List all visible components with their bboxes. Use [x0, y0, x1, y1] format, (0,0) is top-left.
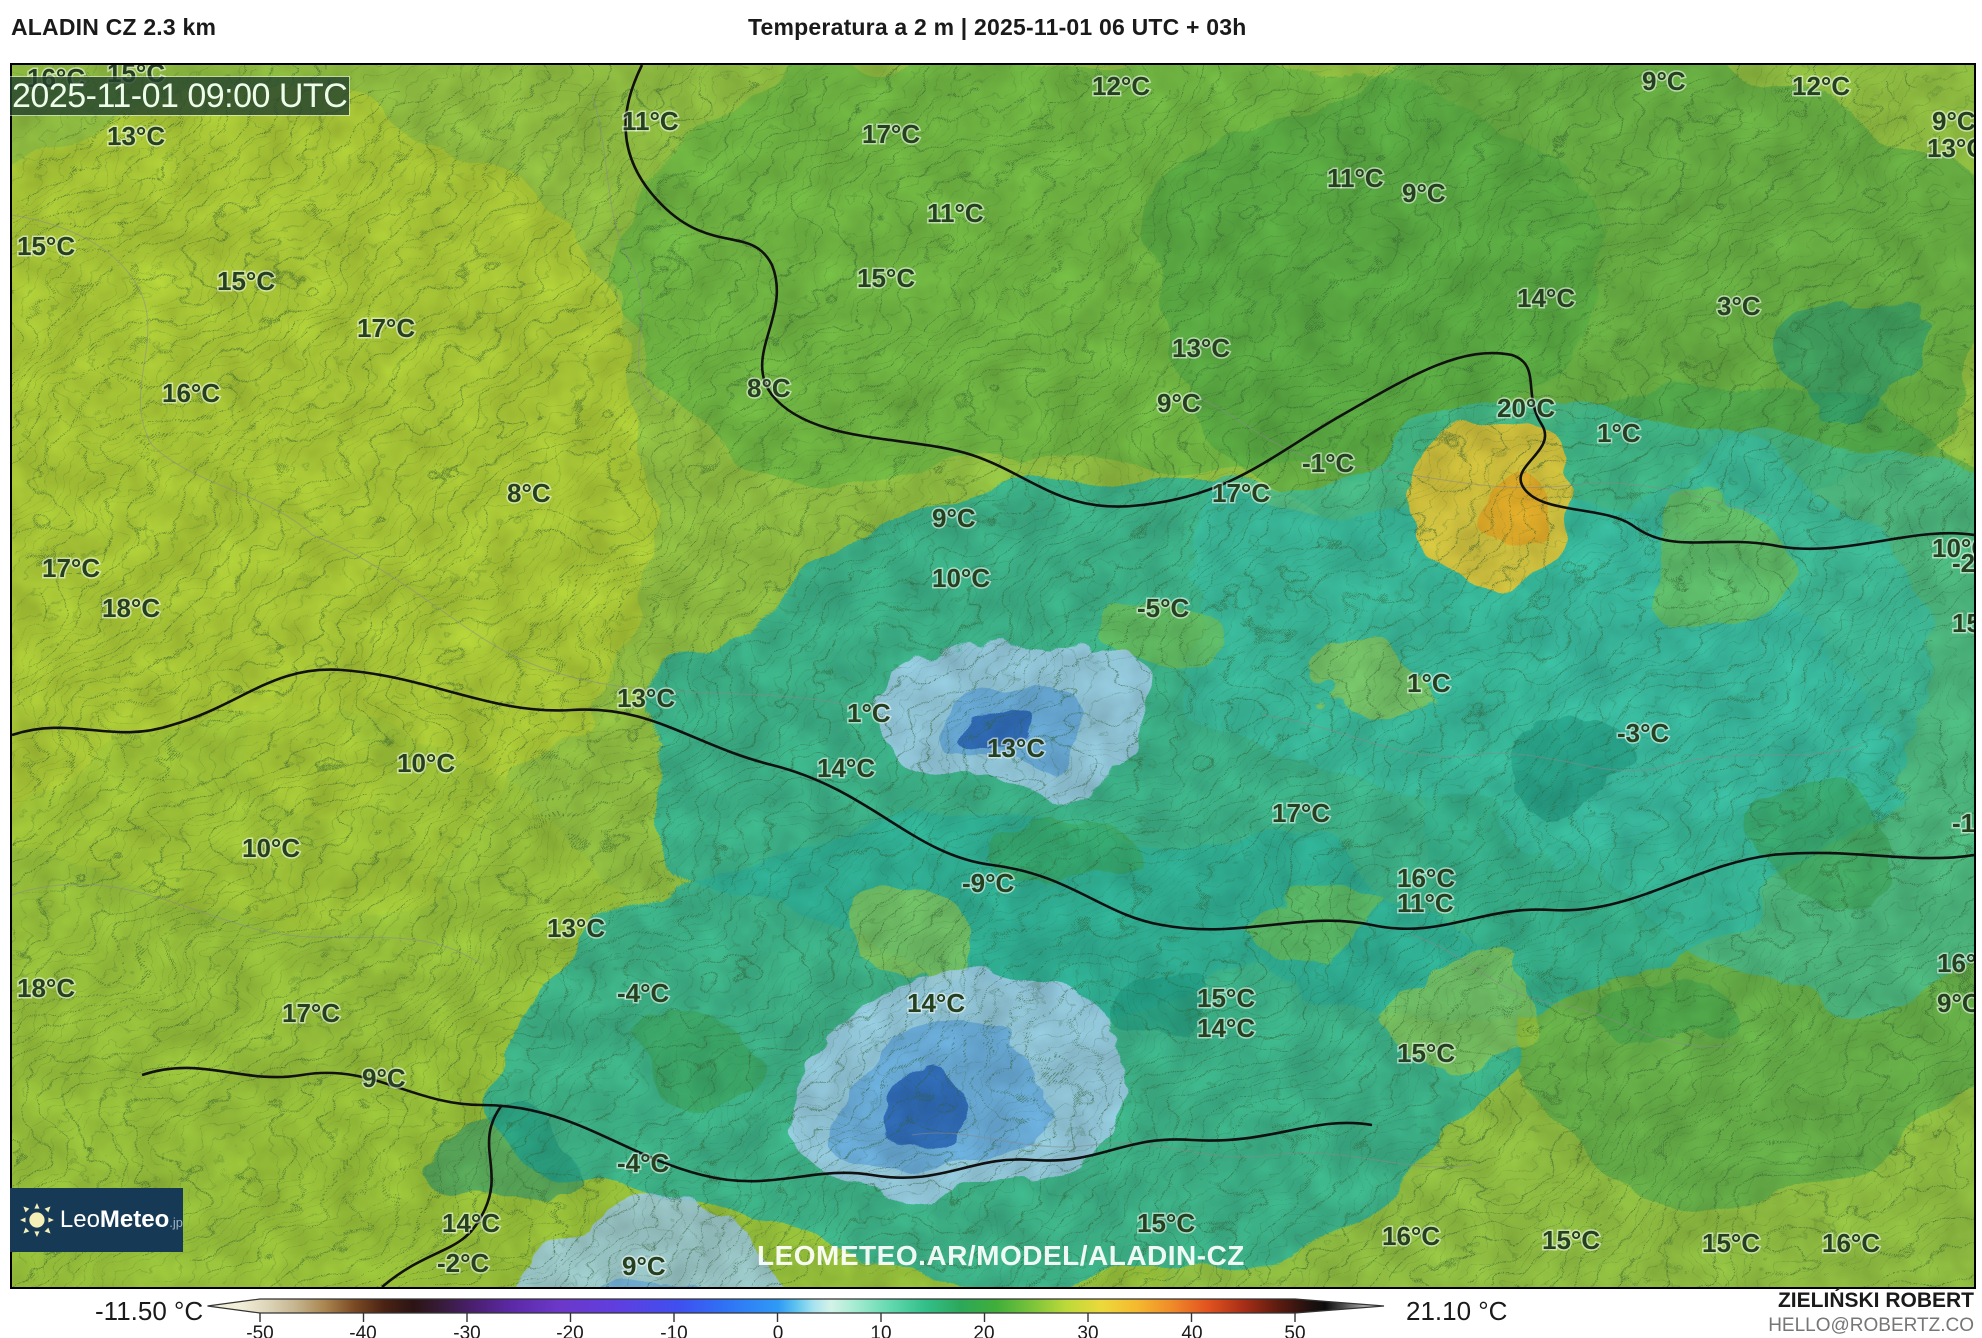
svg-text:1°C: 1°C [1407, 668, 1451, 698]
svg-text:15°C: 15°C [17, 231, 75, 261]
svg-text:-9°C: -9°C [962, 868, 1015, 898]
svg-text:-2°C: -2°C [1952, 548, 1974, 578]
svg-text:9°C: 9°C [1402, 178, 1446, 208]
svg-text:16°C: 16°C [162, 378, 220, 408]
svg-text:-1°C: -1°C [1302, 448, 1355, 478]
svg-text:16°C: 16°C [1937, 948, 1974, 978]
svg-text:14°C: 14°C [907, 988, 965, 1018]
svg-text:9°C: 9°C [1937, 988, 1974, 1018]
svg-text:17°C: 17°C [862, 119, 920, 149]
svg-text:8°C: 8°C [747, 373, 791, 403]
svg-text:13°C: 13°C [107, 121, 165, 151]
svg-text:15°C: 15°C [1137, 1208, 1195, 1238]
svg-text:16°C: 16°C [1382, 1221, 1440, 1251]
svg-text:18°C: 18°C [102, 593, 160, 623]
svg-text:9°C: 9°C [1642, 66, 1686, 96]
svg-text:9°C: 9°C [1932, 106, 1974, 136]
svg-text:17°C: 17°C [282, 998, 340, 1028]
svg-text:15°C: 15°C [1197, 983, 1255, 1013]
svg-text:20°C: 20°C [1497, 393, 1555, 423]
svg-text:11°C: 11°C [1327, 163, 1384, 193]
svg-text:-3°C: -3°C [1617, 718, 1670, 748]
svg-text:17°C: 17°C [357, 313, 415, 343]
svg-text:13°C: 13°C [1927, 133, 1974, 163]
svg-text:11°C: 11°C [927, 198, 984, 228]
svg-text:14°C: 14°C [442, 1208, 500, 1238]
svg-text:15°C: 15°C [217, 266, 275, 296]
svg-text:14°C: 14°C [817, 753, 875, 783]
svg-text:14°C: 14°C [1197, 1013, 1255, 1043]
svg-text:8°C: 8°C [507, 478, 551, 508]
svg-text:-1°C: -1°C [1952, 808, 1974, 838]
svg-text:17°C: 17°C [1272, 798, 1330, 828]
svg-text:15°C: 15°C [1702, 1228, 1760, 1258]
svg-text:13°C: 13°C [547, 913, 605, 943]
svg-text:15°C: 15°C [1952, 608, 1974, 638]
svg-text:9°C: 9°C [362, 1063, 406, 1093]
svg-text:9°C: 9°C [932, 503, 976, 533]
svg-text:10°C: 10°C [397, 748, 455, 778]
svg-text:-2°C: -2°C [437, 1248, 490, 1278]
svg-text:-4°C: -4°C [617, 978, 670, 1008]
svg-text:1°C: 1°C [847, 698, 891, 728]
svg-text:11°C: 11°C [622, 106, 679, 136]
svg-text:-5°C: -5°C [1137, 593, 1190, 623]
svg-text:9°C: 9°C [1157, 388, 1201, 418]
svg-text:16°C: 16°C [1822, 1228, 1880, 1258]
svg-text:13°C: 13°C [987, 733, 1045, 763]
svg-text:13°C: 13°C [1172, 333, 1230, 363]
svg-text:15°C: 15°C [1397, 1038, 1455, 1068]
svg-text:3°C: 3°C [1717, 291, 1761, 321]
svg-text:12°C: 12°C [1092, 71, 1150, 101]
svg-text:1°C: 1°C [1597, 418, 1641, 448]
svg-text:18°C: 18°C [17, 973, 75, 1003]
svg-text:12°C: 12°C [1792, 71, 1850, 101]
svg-text:10°C: 10°C [932, 563, 990, 593]
svg-text:15°C: 15°C [857, 263, 915, 293]
svg-text:17°C: 17°C [42, 553, 100, 583]
svg-text:-4°C: -4°C [617, 1148, 670, 1178]
svg-text:10°C: 10°C [242, 833, 300, 863]
svg-text:11°C: 11°C [1397, 888, 1454, 918]
svg-text:14°C: 14°C [1517, 283, 1575, 313]
svg-text:15°C: 15°C [1542, 1225, 1600, 1255]
svg-text:13°C: 13°C [617, 683, 675, 713]
svg-text:17°C: 17°C [1212, 478, 1270, 508]
svg-text:9°C: 9°C [622, 1251, 666, 1281]
